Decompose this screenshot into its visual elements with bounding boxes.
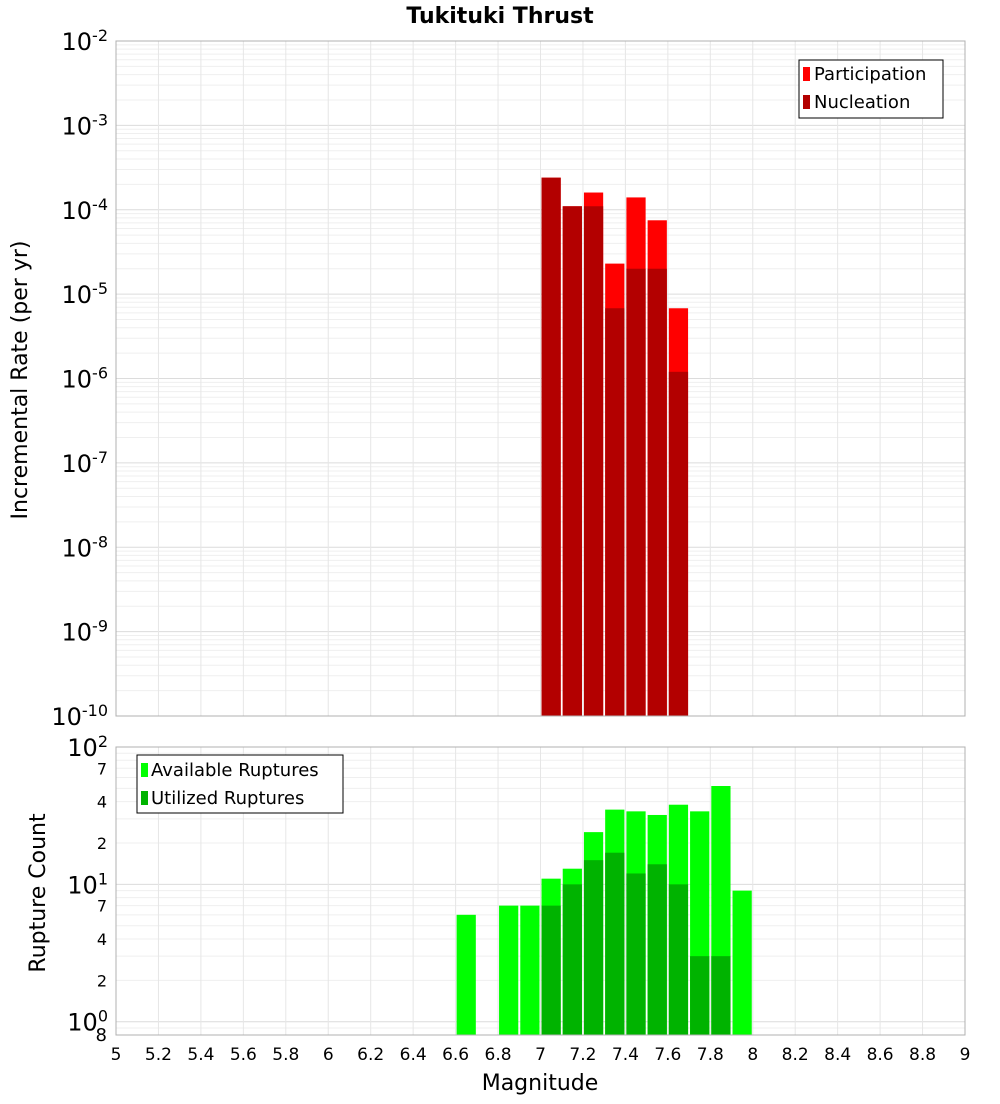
x-tick-label: 7.8 bbox=[697, 1045, 724, 1065]
utilized-ruptures-bar bbox=[711, 956, 731, 1035]
utilized-ruptures-bar bbox=[562, 884, 582, 1035]
utilized-ruptures-bar bbox=[647, 864, 667, 1035]
x-tick-label: 7.4 bbox=[612, 1045, 639, 1065]
bottom-legend: Available Ruptures Utilized Ruptures bbox=[136, 754, 344, 814]
bottom-y-tick-label: 4 bbox=[97, 793, 107, 812]
top-y-tick-label: 10-8 bbox=[62, 532, 109, 563]
utilized-ruptures-bar bbox=[541, 905, 561, 1035]
nucleation-bar bbox=[583, 206, 604, 716]
available-ruptures-bar bbox=[520, 905, 540, 1035]
top-y-axis-title: Incremental Rate (per yr) bbox=[8, 241, 33, 520]
top-legend: Participation Nucleation bbox=[798, 59, 944, 119]
legend-label-participation: Participation bbox=[814, 64, 926, 85]
bottom-y-tick-label: 7 bbox=[97, 759, 107, 778]
bottom-y-tick-label: 7 bbox=[97, 897, 107, 916]
nucleation-bar bbox=[626, 268, 646, 716]
bottom-y-tick-label: 2 bbox=[97, 971, 107, 990]
top-y-tick-label: 10-7 bbox=[62, 447, 109, 478]
top-y-tick-label: 10-5 bbox=[62, 279, 109, 310]
available-ruptures-bar bbox=[732, 890, 752, 1035]
top-y-tick-label: 10-2 bbox=[62, 26, 109, 57]
x-tick-label: 8 bbox=[747, 1045, 758, 1065]
legend-swatch-participation bbox=[803, 67, 810, 81]
bottom-y-corner-label: 8 bbox=[96, 1025, 107, 1046]
bottom-y-tick-label: 101 bbox=[67, 869, 108, 900]
top-y-tick-label: 10-4 bbox=[62, 194, 109, 225]
legend-swatch-nucleation bbox=[803, 95, 810, 109]
bottom-y-axis-title: Rupture Count bbox=[26, 813, 51, 973]
x-tick-label: 8.2 bbox=[782, 1045, 809, 1065]
x-tick-label: 6.2 bbox=[357, 1045, 384, 1065]
nucleation-bar bbox=[541, 177, 561, 716]
available-ruptures-bar bbox=[499, 905, 519, 1035]
x-tick-label: 8.6 bbox=[867, 1045, 894, 1065]
utilized-ruptures-bar bbox=[668, 884, 689, 1035]
top-y-tick-label: 10-9 bbox=[62, 616, 109, 647]
top-y-tick-label: 10-6 bbox=[62, 363, 109, 394]
bottom-y-tick-label: 102 bbox=[67, 732, 108, 763]
legend-swatch-available-ruptures bbox=[141, 763, 148, 777]
utilized-ruptures-bar bbox=[583, 860, 604, 1035]
bottom-plot-frame bbox=[115, 746, 966, 1036]
x-tick-label: 8.4 bbox=[824, 1045, 851, 1065]
top-y-tick-label: 10-10 bbox=[51, 701, 108, 732]
x-axis-title: Magnitude bbox=[482, 1071, 599, 1096]
top-plot-frame bbox=[115, 40, 966, 717]
nucleation-bar bbox=[668, 371, 689, 716]
x-tick-label: 5 bbox=[111, 1045, 122, 1065]
top-panel: 10-10 10-9 10-8 10-7 10-6 10-5 10-4 10-3 10-2 Par… bbox=[51, 26, 966, 732]
x-tick-label: 5.2 bbox=[145, 1045, 172, 1065]
utilized-ruptures-bar bbox=[690, 956, 710, 1035]
top-y-tick-label: 10-3 bbox=[62, 110, 109, 141]
nucleation-bar bbox=[605, 308, 625, 716]
bottom-legend-box bbox=[136, 754, 344, 814]
available-ruptures-bar bbox=[456, 914, 476, 1035]
bottom-y-tick-label: 100 bbox=[67, 1006, 108, 1037]
x-tick-label: 6 bbox=[323, 1045, 334, 1065]
chart-title: Tukituki Thrust bbox=[406, 4, 594, 29]
nucleation-bar bbox=[647, 268, 667, 716]
legend-label-available-ruptures: Available Ruptures bbox=[151, 760, 319, 781]
x-tick-label: 5.4 bbox=[187, 1045, 214, 1065]
utilized-ruptures-bar bbox=[626, 873, 646, 1035]
x-tick-label: 5.8 bbox=[272, 1045, 299, 1065]
legend-label-utilized-ruptures: Utilized Ruptures bbox=[151, 788, 304, 809]
x-tick-labels: 5 5.2 5.4 5.6 5.8 6 6.2 6.4 6.6 6.8 7 7.2 7.4 7.6 7.8 8… bbox=[111, 1045, 971, 1065]
legend-swatch-utilized-ruptures bbox=[141, 791, 148, 805]
x-tick-label: 6.6 bbox=[442, 1045, 469, 1065]
x-tick-label: 6.4 bbox=[400, 1045, 427, 1065]
x-tick-label: 9 bbox=[960, 1045, 971, 1065]
utilized-ruptures-bar bbox=[605, 852, 625, 1035]
legend-label-nucleation: Nucleation bbox=[814, 92, 910, 113]
x-tick-label: 7.6 bbox=[654, 1045, 681, 1065]
x-tick-label: 6.8 bbox=[485, 1045, 512, 1065]
x-tick-label: 5.6 bbox=[230, 1045, 257, 1065]
x-tick-label: 8.8 bbox=[909, 1045, 936, 1065]
x-tick-label: 7 bbox=[535, 1045, 546, 1065]
bottom-y-tick-label: 2 bbox=[97, 834, 107, 853]
nucleation-bar bbox=[562, 206, 582, 716]
top-legend-box bbox=[798, 59, 944, 119]
bottom-y-tick-label: 4 bbox=[97, 930, 107, 949]
x-tick-label: 7.2 bbox=[569, 1045, 596, 1065]
